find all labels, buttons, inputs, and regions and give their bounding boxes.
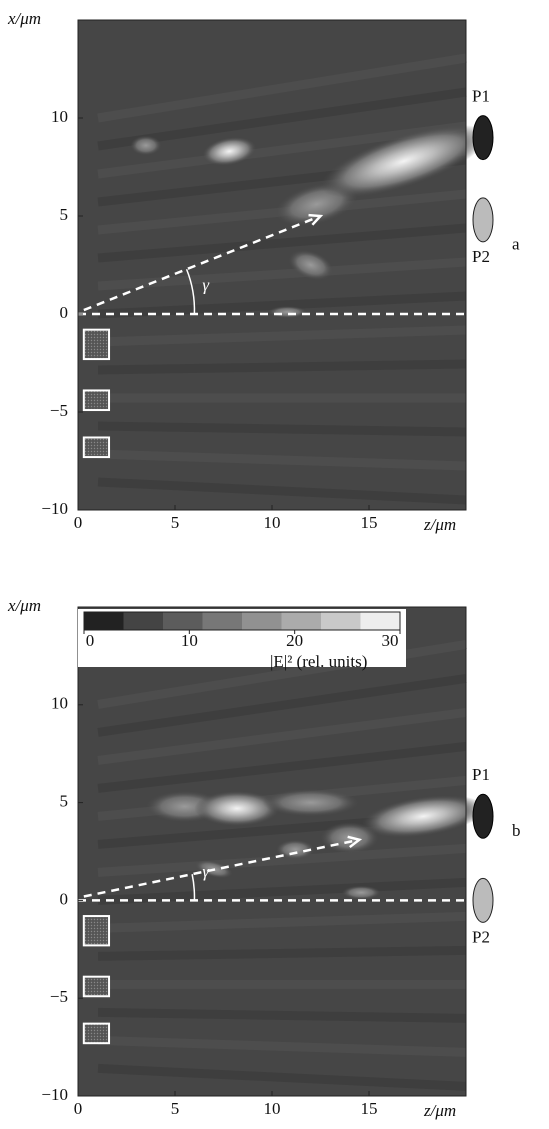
detector-label: P1: [472, 87, 490, 106]
colorbar-tick-label: 10: [181, 631, 198, 650]
colorbar-step: [203, 612, 243, 630]
x-axis-label: z/μm: [423, 1101, 456, 1120]
colorbar-label: |E|² (rel. units): [270, 652, 367, 671]
grating-element: [84, 977, 109, 997]
colorbar-step: [84, 612, 124, 630]
y-tick-label: 5: [60, 792, 69, 811]
colorbar-step: [282, 612, 322, 630]
grating-element: [84, 330, 109, 359]
fringe: [98, 426, 466, 432]
y-tick-label: −5: [50, 401, 68, 420]
y-tick-label: 10: [51, 107, 68, 126]
grating-element: [84, 916, 109, 945]
intensity-spot: [194, 791, 279, 826]
intensity-spot: [268, 306, 307, 318]
detector-p1: [473, 794, 493, 838]
grating-element: [84, 437, 109, 457]
colorbar-step: [242, 612, 282, 630]
x-tick-label: 0: [74, 1099, 83, 1118]
y-axis-label: x/μm: [7, 596, 41, 615]
colorbar-step: [124, 612, 164, 630]
y-tick-label: −5: [50, 987, 68, 1006]
x-tick-label: 10: [264, 1099, 281, 1118]
intensity-spot: [342, 886, 381, 900]
fringe: [98, 364, 466, 370]
x-tick-label: 0: [74, 513, 83, 532]
figure: γ051015−10−50510x/μmz/μmaP1P2γ051015−10−…: [0, 0, 549, 1124]
x-tick-label: 15: [361, 513, 378, 532]
colorbar-tick-label: 20: [286, 631, 303, 650]
intensity-spot: [130, 136, 161, 156]
y-tick-label: 5: [60, 205, 69, 224]
detector-label: P2: [472, 247, 490, 266]
panel-label: a: [512, 234, 520, 253]
y-axis-label: x/μm: [7, 9, 41, 28]
colorbar-tick-label: 0: [86, 631, 95, 650]
colorbar-step: [321, 612, 361, 630]
x-tick-label: 10: [264, 513, 281, 532]
x-tick-label: 5: [171, 513, 180, 532]
x-tick-label: 15: [361, 1099, 378, 1118]
grating-element: [84, 1024, 109, 1044]
grating-element: [84, 390, 109, 410]
y-tick-label: 10: [51, 694, 68, 713]
intensity-spot: [262, 789, 359, 816]
fringe: [98, 1012, 466, 1018]
x-tick-label: 5: [171, 1099, 180, 1118]
colorbar-step: [163, 612, 203, 630]
y-tick-label: 0: [60, 303, 69, 322]
detector-label: P2: [472, 927, 490, 946]
fringe: [98, 950, 466, 956]
y-tick-label: −10: [41, 499, 68, 518]
panel-label: b: [512, 821, 521, 840]
y-tick-label: 0: [60, 889, 69, 908]
detector-p2: [473, 878, 493, 922]
colorbar-step: [361, 612, 401, 630]
detector-p2: [473, 198, 493, 242]
x-axis-label: z/μm: [423, 515, 456, 534]
detector-p1: [473, 116, 493, 160]
y-tick-label: −10: [41, 1085, 68, 1104]
detector-label: P1: [472, 765, 490, 784]
colorbar-tick-label: 30: [382, 631, 399, 650]
